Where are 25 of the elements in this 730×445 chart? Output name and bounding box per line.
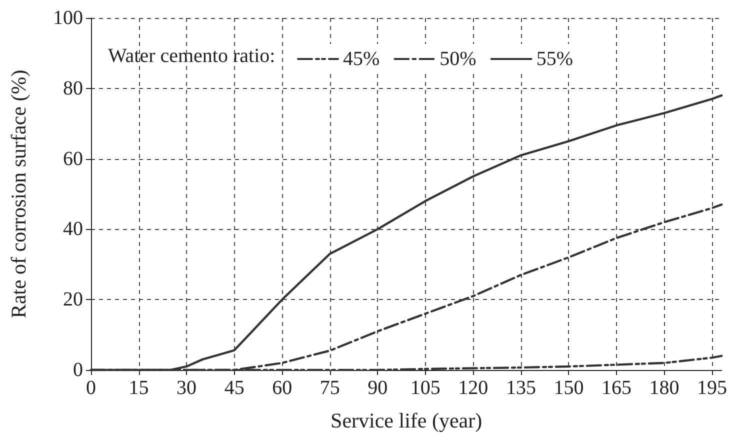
x-tick-label: 90	[368, 377, 388, 399]
x-tick-label: 165	[601, 377, 632, 399]
legend-label: 55%	[536, 48, 573, 70]
x-tick-label: 195	[697, 377, 728, 399]
x-tick-label: 105	[410, 377, 440, 399]
x-axis-title: Service life (year)	[330, 408, 482, 432]
legend-label: 45%	[343, 48, 380, 70]
y-tick-label: 80	[63, 77, 83, 100]
x-tick-label: 45	[224, 377, 244, 399]
y-tick-label: 60	[63, 148, 83, 170]
y-axis-title: Rate of corrosion surface (%)	[6, 70, 30, 318]
x-tick-label: 75	[320, 377, 340, 399]
x-tick-label: 180	[649, 377, 680, 399]
legend-label: 50%	[440, 48, 476, 70]
y-tick-label: 40	[63, 218, 83, 240]
x-tick-label: 120	[458, 377, 488, 399]
x-tick-label: 60	[272, 377, 292, 399]
x-tick-label: 30	[176, 377, 197, 399]
x-tick-label: 135	[506, 377, 536, 399]
x-tick-label: 150	[554, 377, 584, 399]
y-tick-label: 20	[63, 288, 83, 311]
y-tick-label: 0	[73, 359, 83, 381]
legend-title: Water cemento ratio:	[108, 45, 276, 67]
x-tick-label: 15	[128, 377, 149, 399]
y-tick-label: 100	[53, 7, 83, 29]
